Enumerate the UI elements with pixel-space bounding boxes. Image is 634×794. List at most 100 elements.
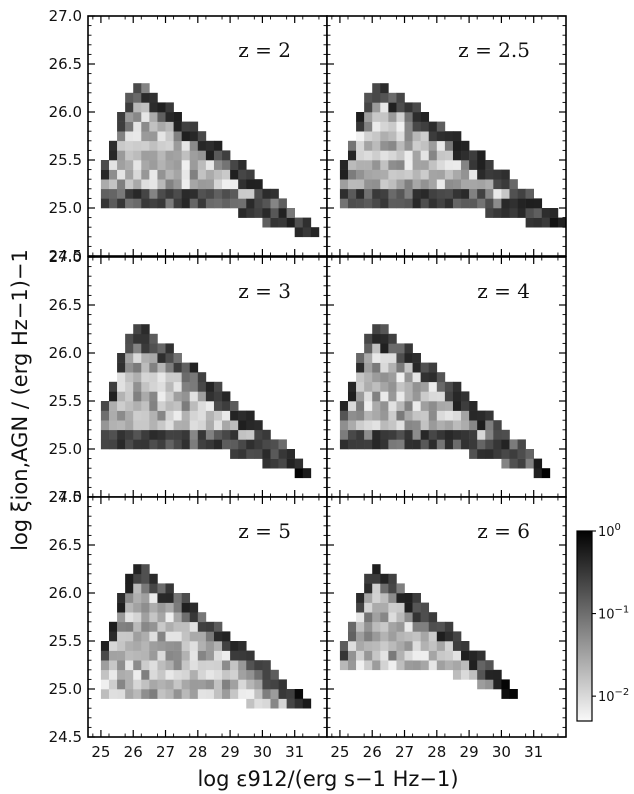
heatmap-cell [165, 140, 174, 151]
heatmap-cell [254, 689, 263, 699]
heatmap-cell [213, 420, 223, 431]
heatmap-cell [165, 410, 174, 421]
panel-redshift-label: z = 4 [477, 279, 530, 303]
heatmap-cell [396, 179, 405, 190]
heatmap-cell [189, 660, 199, 671]
heatmap-cell [108, 631, 118, 642]
heatmap-cell [100, 650, 110, 661]
heatmap-cell [205, 391, 215, 402]
heatmap-cell [213, 650, 223, 661]
heatmap-cell [108, 621, 118, 632]
heatmap-cell [436, 188, 446, 199]
heatmap-cell [428, 121, 438, 132]
heatmap-cell [339, 160, 349, 170]
heatmap-cell [278, 698, 287, 709]
heatmap-cell [404, 429, 413, 440]
heatmap-cell [165, 439, 174, 450]
heatmap-cell [141, 160, 150, 170]
heatmap-cell [157, 621, 166, 632]
heatmap-cell [173, 612, 182, 623]
heatmap-cell [173, 602, 182, 613]
heatmap-cell [380, 573, 389, 584]
heatmap-cell [141, 92, 150, 103]
panel-3: 24.5 25.0 25.5 26.0 26.5 27.0 z = 3 [49, 248, 328, 506]
heatmap-cell [294, 458, 304, 469]
heatmap-cell [149, 112, 158, 122]
heatmap-cell [533, 198, 543, 209]
heatmap-cell [469, 169, 478, 180]
heatmap-cell [100, 679, 110, 690]
heatmap-cell [173, 679, 182, 690]
heatmap-cell [372, 410, 381, 421]
heatmap-cell [356, 150, 365, 161]
heatmap-cell [509, 208, 518, 218]
heatmap-cell [197, 372, 207, 383]
heatmap-cell [412, 410, 421, 421]
heatmap-cell [420, 150, 430, 161]
heatmap-cell [189, 381, 199, 392]
heatmap-cell [189, 612, 199, 623]
heatmap-cell [347, 401, 357, 411]
heatmap-cell [125, 391, 134, 402]
heatmap-cell [197, 381, 207, 392]
heatmap-cell [197, 391, 207, 402]
heatmap-cell [444, 150, 454, 161]
heatmap-cell [213, 169, 223, 180]
heatmap-cell [372, 353, 381, 363]
heatmap-cell [396, 401, 405, 411]
heatmap-cell [364, 420, 373, 431]
heatmap-cell [436, 381, 446, 392]
heatmap-cell [461, 641, 470, 651]
y-tick-label: 25.0 [49, 680, 82, 698]
heatmap-cell [436, 429, 446, 440]
heatmap-cell [189, 439, 199, 450]
heatmap-cell [485, 410, 494, 421]
heatmap-cell [205, 669, 215, 680]
heatmap-cell [396, 372, 405, 383]
heatmap-cell [364, 583, 373, 594]
heatmap-cell [388, 160, 397, 170]
heatmap-cell [404, 102, 413, 113]
heatmap-cell [173, 140, 182, 151]
heatmap-cell [133, 381, 142, 392]
heatmap-cell [501, 169, 510, 180]
x-tick-label: 31 [285, 743, 304, 761]
heatmap-cell [452, 660, 462, 671]
heatmap-cell [270, 198, 279, 209]
heatmap-cell [125, 131, 134, 142]
heatmap-cell [173, 179, 182, 190]
heatmap-cell [157, 179, 166, 190]
heatmap-cell [238, 660, 247, 671]
heatmap-cell [356, 602, 365, 613]
heatmap-cell [294, 468, 304, 479]
heatmap-cell [396, 391, 405, 402]
heatmap-cell [404, 631, 413, 642]
heatmap-cell [222, 198, 231, 209]
heatmap-cell [141, 121, 150, 132]
heatmap-cell [133, 92, 142, 103]
x-tick-label: 27 [156, 743, 175, 761]
heatmap-cell [380, 391, 389, 402]
heatmap-cell [189, 198, 199, 209]
heatmap-cell [197, 650, 207, 661]
heatmap-cell [428, 650, 438, 661]
heatmap-cell [213, 660, 223, 671]
heatmap-cell [412, 593, 421, 603]
heatmap-cell [141, 439, 150, 450]
heatmap-cell [452, 188, 462, 199]
heatmap-cell [108, 641, 118, 651]
heatmap-cell [189, 602, 199, 613]
heatmap-cell [189, 429, 199, 440]
heatmap-cell [213, 391, 223, 402]
heatmap-cell [485, 679, 494, 690]
heatmap-cell [388, 381, 397, 392]
heatmap-cell [420, 112, 430, 122]
heatmap-cell [213, 381, 223, 392]
heatmap-cell [181, 391, 191, 402]
heatmap-cell [262, 660, 271, 671]
heatmap-cell [108, 198, 118, 209]
heatmap-cell [205, 660, 215, 671]
heatmap-cell [404, 362, 413, 373]
heatmap-cell [436, 198, 446, 209]
heatmap-cell [108, 160, 118, 170]
